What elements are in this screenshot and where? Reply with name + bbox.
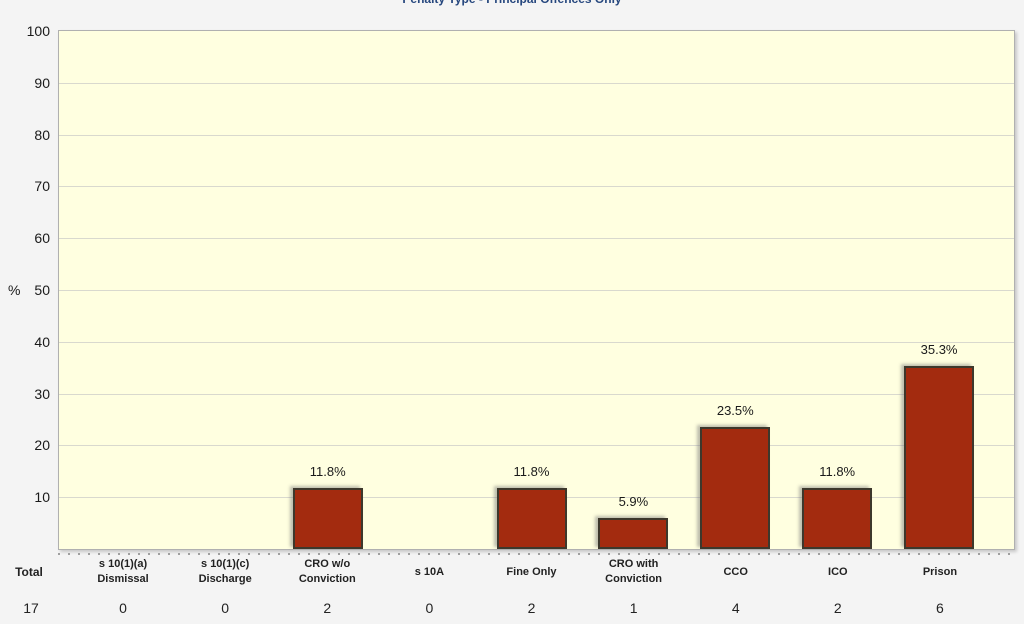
y-tick-label: 60 xyxy=(34,230,50,247)
y-tick-label: 20 xyxy=(34,437,50,454)
bar-column xyxy=(73,31,175,549)
bar-column: 11.8% xyxy=(481,31,583,549)
y-tick-label: 50 xyxy=(34,282,50,298)
total-value: 2 xyxy=(833,600,842,616)
bar-column: 5.9% xyxy=(582,31,684,549)
bar-column: 35.3% xyxy=(888,31,990,549)
category-label: s 10A xyxy=(414,565,445,578)
gridline xyxy=(59,238,1014,240)
category-label: CRO w/o Conviction xyxy=(298,558,356,585)
grand-total-value: 17 xyxy=(23,600,39,616)
gridline xyxy=(59,341,1014,343)
category-label: CCO xyxy=(723,565,748,578)
bar-value-label: 11.8% xyxy=(309,463,346,479)
bars-row: 11.8% 11.8% 5.9% 23.5% 11.8% 35.3% xyxy=(59,31,1014,549)
bar-column xyxy=(175,31,277,549)
gridline xyxy=(59,82,1014,84)
total-value: 0 xyxy=(119,600,127,616)
gridline xyxy=(59,134,1014,136)
chart-title: Penalty Type - Principal Offences Only xyxy=(0,0,1024,6)
total-value: 0 xyxy=(221,600,230,616)
bar-column xyxy=(379,31,481,549)
y-tick-label: 70 xyxy=(34,178,50,195)
category-label: Prison xyxy=(922,565,958,578)
y-tick-label: 80 xyxy=(34,126,50,143)
total-value: 6 xyxy=(936,600,944,616)
total-row-header: Total xyxy=(15,565,43,579)
bar xyxy=(292,487,363,549)
bar xyxy=(904,366,975,549)
total-value: 1 xyxy=(629,600,638,616)
bar-wrap: 23.5% xyxy=(700,403,771,549)
bar-column: 11.8% xyxy=(277,31,379,549)
bar-wrap: 11.8% xyxy=(496,464,567,549)
total-value: 2 xyxy=(527,600,536,616)
gridline xyxy=(59,393,1014,395)
bar-value-label: 11.8% xyxy=(819,463,856,479)
bar-wrap: 5.9% xyxy=(598,494,669,549)
category-label: s 10(1)(c) Discharge xyxy=(198,558,252,585)
y-axis-unit-label: % xyxy=(8,282,21,298)
bar-wrap: 11.8% xyxy=(292,464,363,549)
y-tick-label: 90 xyxy=(34,74,50,91)
bar-column: 23.5% xyxy=(684,31,786,549)
y-tick-label: 10 xyxy=(34,489,50,506)
bar-value-label: 35.3% xyxy=(920,342,958,358)
bar-value-label: 11.8% xyxy=(513,463,550,479)
y-tick-label: 40 xyxy=(34,333,50,350)
gridline xyxy=(59,445,1014,447)
bar xyxy=(496,487,567,549)
category-labels-row: s 10(1)(a) Dismissal s 10(1)(c) Discharge… xyxy=(58,552,1015,592)
bar-column: 11.8% xyxy=(786,31,888,549)
category-label: Fine Only xyxy=(506,565,557,578)
bar-value-label: 23.5% xyxy=(716,403,754,419)
bar xyxy=(598,518,669,549)
category-label: CRO with Conviction xyxy=(605,558,663,585)
bar-value-label: 5.9% xyxy=(618,494,649,510)
gridline xyxy=(59,186,1014,188)
totals-row: 0 0 2 0 2 1 4 2 6 xyxy=(58,598,1015,618)
total-value: 4 xyxy=(731,600,740,616)
category-label: s 10(1)(a) Dismissal xyxy=(97,558,149,585)
y-tick-label: 100 xyxy=(26,23,50,39)
total-value: 2 xyxy=(323,600,332,616)
plot-area: 11.8% 11.8% 5.9% 23.5% 11.8% 35.3% xyxy=(58,30,1015,550)
bar-wrap: 35.3% xyxy=(904,342,975,549)
bar xyxy=(700,427,771,549)
total-value: 0 xyxy=(425,600,434,616)
bar-wrap: 11.8% xyxy=(802,464,873,549)
gridline xyxy=(59,290,1014,291)
category-label: ICO xyxy=(828,565,848,578)
x-axis-tick-strip xyxy=(58,553,1015,555)
y-tick-label: 30 xyxy=(34,385,50,402)
bar xyxy=(802,487,873,549)
